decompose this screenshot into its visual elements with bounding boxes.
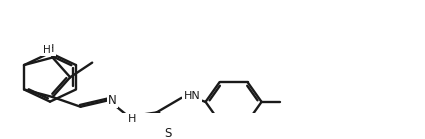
- Text: H: H: [46, 44, 55, 54]
- Text: S: S: [164, 127, 171, 139]
- Text: N: N: [108, 94, 117, 107]
- Text: H: H: [128, 114, 137, 124]
- Text: HN: HN: [184, 91, 200, 101]
- Text: H: H: [42, 45, 51, 55]
